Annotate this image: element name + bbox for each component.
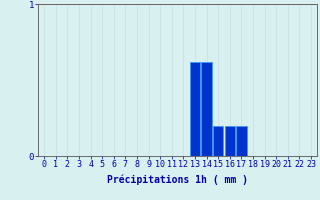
Bar [236,126,247,156]
Bar [201,62,212,156]
Bar [213,126,223,156]
X-axis label: Précipitations 1h ( mm ): Précipitations 1h ( mm ) [107,175,248,185]
Bar [190,62,200,156]
Bar [225,126,235,156]
